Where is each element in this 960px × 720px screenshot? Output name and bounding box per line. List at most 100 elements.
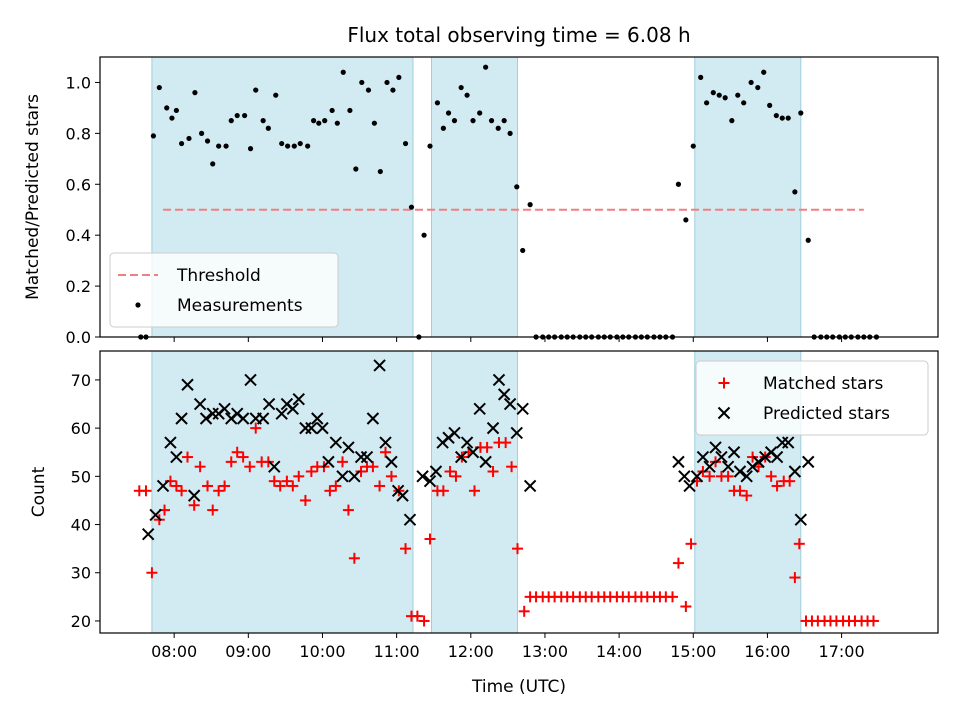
data-point	[186, 135, 192, 142]
data-point	[704, 100, 710, 106]
data-point	[256, 412, 270, 425]
data-point	[396, 489, 409, 502]
series-0	[133, 422, 879, 627]
data-point	[374, 480, 386, 492]
data-point	[486, 421, 500, 435]
data-point	[262, 397, 276, 411]
data-point	[253, 87, 259, 93]
data-point	[765, 470, 777, 482]
data-point	[805, 237, 811, 243]
data-point	[348, 552, 360, 564]
data-point	[193, 397, 207, 411]
top-panel: 0.0 0.2 0.4 0.6 0.8 1.0 Threshold Measurements	[66, 56, 939, 347]
data-point	[411, 610, 423, 622]
data-point	[402, 140, 409, 147]
data-point	[281, 475, 293, 487]
data-point	[347, 107, 353, 114]
data-point	[178, 140, 185, 147]
data-point	[696, 450, 710, 464]
data-point	[342, 441, 355, 454]
data-point	[322, 118, 328, 124]
data-point	[507, 130, 513, 136]
data-point	[322, 455, 335, 469]
x-tick-label: 12:00	[448, 642, 494, 661]
data-point	[418, 615, 430, 627]
x-axis-label: Time (UTC)	[471, 677, 566, 697]
bottom-y-axis-label: Count	[29, 466, 49, 517]
data-point	[377, 168, 383, 175]
data-point	[770, 450, 784, 464]
data-point	[506, 461, 518, 473]
data-point	[470, 118, 476, 124]
data-point	[466, 446, 480, 459]
data-point	[390, 87, 396, 93]
data-point	[715, 450, 728, 464]
data-point	[685, 538, 697, 550]
data-point	[400, 543, 412, 555]
y-tick-label: 1.0	[66, 73, 91, 92]
data-point	[202, 480, 214, 492]
data-point	[175, 412, 188, 425]
data-point	[734, 485, 746, 497]
data-point	[424, 533, 436, 545]
data-point	[680, 600, 692, 612]
data-point	[454, 450, 468, 464]
data-point	[495, 125, 501, 131]
x-tick-label: 16:00	[744, 642, 790, 661]
data-point	[149, 508, 162, 522]
data-point	[385, 470, 397, 482]
data-point	[170, 450, 183, 464]
data-point	[348, 470, 361, 483]
data-point	[234, 112, 240, 119]
legend-label: Measurements	[177, 296, 303, 316]
data-point	[794, 513, 808, 526]
top-y-axis-label: Matched/Predicted stars	[23, 94, 43, 300]
data-point	[740, 470, 753, 483]
data-point	[219, 480, 231, 492]
data-point	[690, 143, 696, 149]
data-point	[316, 421, 329, 435]
data-point	[709, 441, 722, 454]
data-point	[752, 455, 765, 469]
x-tick-label: 13:00	[522, 642, 568, 661]
data-point	[218, 402, 231, 416]
data-point	[156, 84, 162, 91]
data-point	[316, 120, 322, 126]
data-point	[164, 436, 177, 449]
data-point	[703, 460, 716, 473]
data-point	[512, 543, 524, 555]
y-tick-label: 20	[71, 612, 91, 631]
data-point	[228, 118, 234, 124]
y-tick-label: 40	[71, 516, 91, 535]
data-point	[244, 373, 257, 387]
data-point	[311, 412, 324, 425]
data-point	[733, 465, 747, 478]
data-point	[789, 572, 801, 584]
data-point	[716, 92, 722, 98]
legend-label: Threshold	[176, 266, 261, 286]
data-point	[785, 115, 791, 121]
data-point	[170, 480, 182, 492]
data-point	[355, 466, 367, 478]
data-point	[225, 456, 237, 468]
axes-frame	[99, 350, 939, 634]
data-point	[729, 118, 735, 124]
data-point	[444, 466, 456, 478]
data-point	[784, 475, 796, 487]
data-point	[371, 120, 377, 126]
data-point	[216, 143, 222, 149]
data-point	[690, 470, 704, 483]
data-point	[761, 69, 767, 75]
data-point	[448, 426, 461, 440]
data-point	[501, 118, 507, 124]
data-point	[324, 485, 336, 497]
data-point	[292, 392, 305, 406]
data-point	[451, 118, 458, 124]
data-point	[373, 359, 386, 372]
data-point	[416, 470, 429, 483]
data-point	[353, 166, 359, 172]
data-point	[275, 407, 288, 420]
data-point	[510, 426, 523, 440]
data-point	[672, 557, 684, 569]
data-point	[181, 378, 194, 391]
